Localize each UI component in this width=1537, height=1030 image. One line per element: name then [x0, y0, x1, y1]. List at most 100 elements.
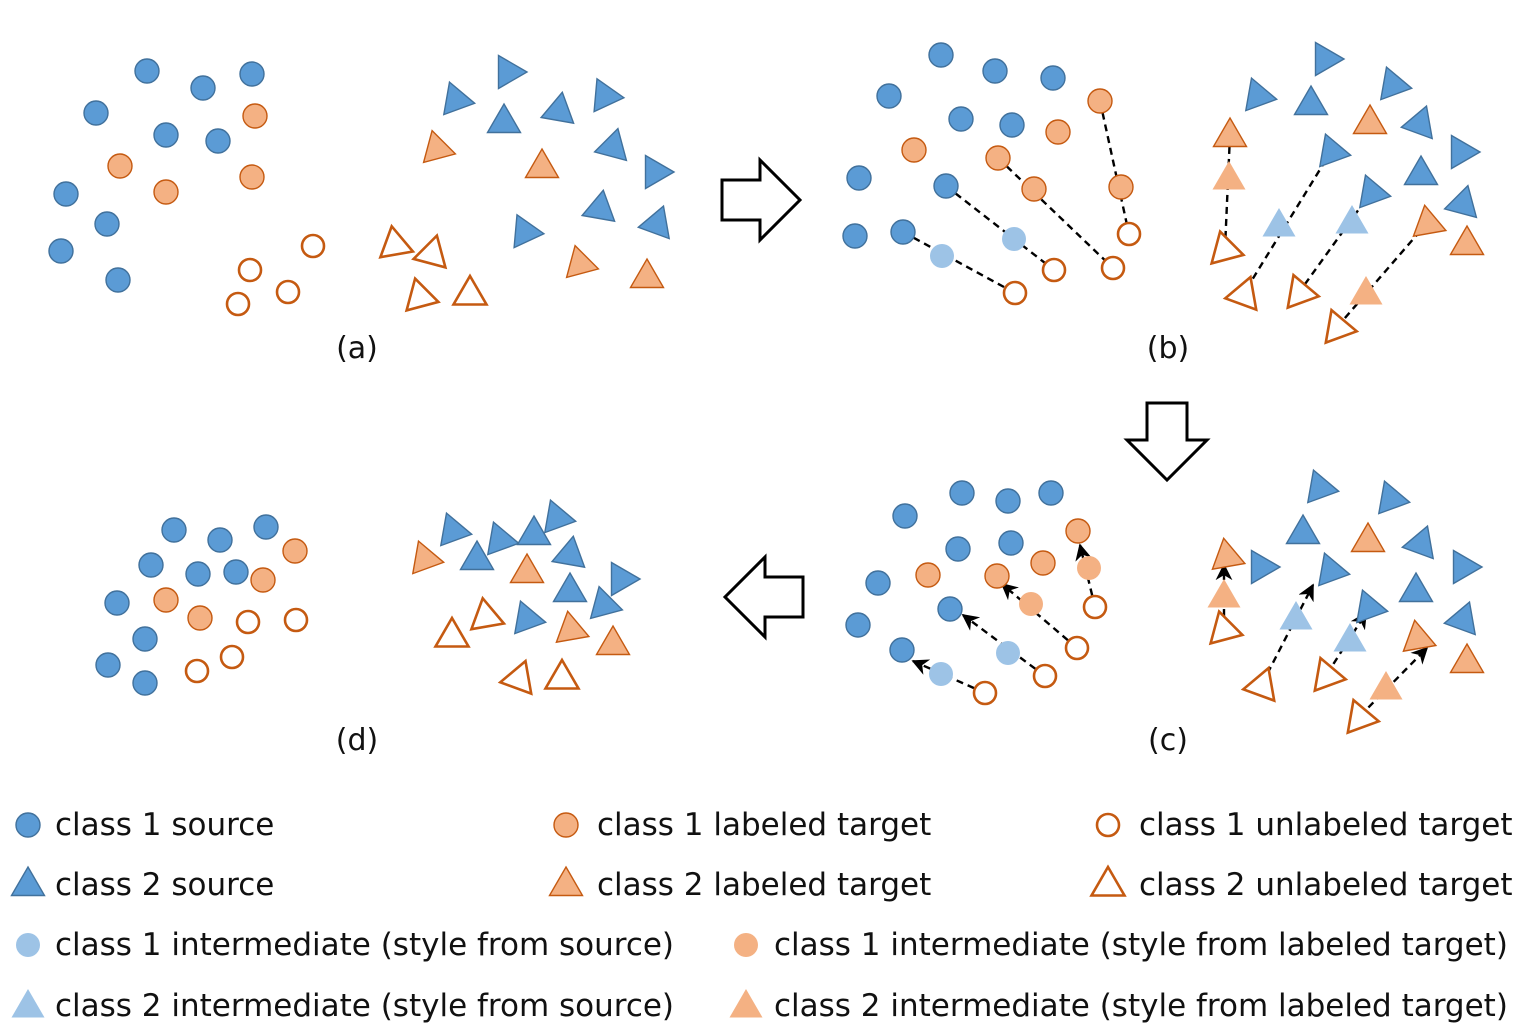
class2-labeled-target-point — [548, 865, 584, 897]
class1-source-point — [83, 100, 109, 126]
class2-source-point — [589, 585, 624, 620]
class2-unlabeled-target-point — [1324, 307, 1360, 345]
class1-intermediate-target-point — [1019, 592, 1043, 616]
class2-labeled-target-point — [1412, 203, 1448, 238]
class2-source-point — [439, 511, 474, 547]
class2-source-point — [1379, 65, 1414, 101]
class2-source-point — [644, 154, 676, 190]
class1-source-point — [95, 652, 121, 678]
class2-source-point — [593, 127, 628, 162]
class1-intermediate-target-point — [734, 933, 758, 957]
class2-labeled-target-point — [595, 624, 631, 656]
class1-source-point — [223, 559, 249, 585]
class1-source-point — [889, 637, 915, 663]
class1-source-point — [48, 238, 74, 264]
class2-source-point — [459, 539, 495, 571]
legend-item-class2-intermediate-target: class 2 intermediate (style from labeled… — [729, 988, 1508, 1024]
legend-label: class 1 intermediate (style from source) — [55, 927, 674, 963]
class1-intermediate-source-point — [16, 933, 40, 957]
class1-unlabeled-target-point — [1095, 812, 1121, 838]
class2-source-point — [552, 571, 588, 603]
class1-source-point — [846, 165, 872, 191]
class2-source-point — [1306, 468, 1341, 504]
class2-labeled-target-point — [1212, 116, 1248, 148]
class2-intermediate-source-point — [1335, 205, 1369, 234]
class2-source-point — [516, 514, 552, 546]
class1-unlabeled-target-point — [1041, 257, 1067, 283]
class2-source-point — [539, 90, 575, 125]
panel-c — [845, 468, 1485, 735]
class1-unlabeled-target-point — [1032, 663, 1058, 689]
class1-source-point — [1040, 65, 1066, 91]
class2-source-point — [1442, 600, 1477, 636]
class2-unlabeled-target-point — [1313, 655, 1349, 693]
class1-labeled-target-point — [239, 164, 265, 190]
class1-unlabeled-target-point — [1116, 221, 1142, 247]
class1-source-point — [94, 211, 120, 237]
class1-source-point — [185, 561, 211, 587]
legend-item-class2-labeled-target: class 2 labeled target — [548, 865, 931, 903]
class2-intermediate-target-point — [729, 989, 763, 1018]
class2-unlabeled-target-point — [451, 273, 489, 306]
triangle-unlabeled-target-icon — [1089, 864, 1127, 897]
circle-intermediate-target-icon — [734, 933, 758, 957]
class1-labeled-target-point — [107, 153, 133, 179]
arrow-c-to-d — [722, 553, 805, 641]
legend-label: class 2 source — [55, 867, 274, 903]
panel-a — [48, 54, 676, 317]
circle-source-icon — [15, 812, 41, 838]
class2-labeled-target-point — [1211, 536, 1247, 571]
legend-label: class 2 unlabeled target — [1139, 867, 1513, 903]
class2-source-point — [1452, 549, 1484, 585]
class2-unlabeled-target-point — [378, 223, 416, 259]
class2-unlabeled-target-point — [1240, 665, 1276, 703]
class2-source-point — [513, 213, 546, 249]
legend-item-class1-intermediate-source: class 1 intermediate (style from source) — [16, 927, 674, 963]
class1-labeled-target-point — [1065, 518, 1091, 544]
legend-label: class 2 intermediate (style from labeled… — [774, 988, 1508, 1024]
class2-intermediate-target-point — [1349, 276, 1383, 305]
class1-labeled-target-point — [1108, 174, 1134, 200]
legend: class 1 source class 1 labeled target cl… — [10, 807, 1513, 1024]
class1-labeled-target-point — [1021, 176, 1047, 202]
class1-intermediate-source-point — [996, 641, 1020, 665]
class1-unlabeled-target-point — [1064, 635, 1090, 661]
class1-source-point — [876, 83, 902, 109]
class1-unlabeled-target-point — [972, 680, 998, 706]
class2-source-point — [10, 865, 46, 897]
class2-source-point — [1358, 173, 1393, 209]
dashed-connector — [1359, 646, 1429, 717]
class2-source-point — [580, 188, 616, 223]
class1-labeled-target-point — [153, 179, 179, 205]
class2-source-point — [486, 102, 522, 134]
class1-source-point — [205, 128, 231, 154]
class2-source-point — [1244, 76, 1279, 112]
triangle-intermediate-source-icon — [11, 989, 45, 1018]
class1-source-point — [937, 596, 963, 622]
class1-labeled-target-point — [915, 562, 941, 588]
class1-unlabeled-target-point — [1002, 280, 1028, 306]
class1-intermediate-target-point — [1077, 556, 1101, 580]
class2-labeled-target-point — [1449, 642, 1485, 674]
legend-label: class 2 intermediate (style from source) — [55, 988, 674, 1024]
legend-item-class1-source: class 1 source — [15, 807, 274, 843]
class1-source-point — [949, 480, 975, 506]
class1-labeled-target-point — [553, 812, 579, 838]
class1-source-point — [53, 181, 79, 207]
class2-labeled-target-point — [1449, 224, 1485, 256]
class1-unlabeled-target-point — [235, 609, 261, 635]
class2-unlabeled-target-point — [404, 276, 441, 313]
class1-unlabeled-target-point — [237, 257, 263, 283]
panel-label-c: (c) — [1148, 723, 1188, 758]
class2-source-point — [1285, 513, 1321, 545]
legend-item-class1-labeled-target: class 1 labeled target — [553, 807, 931, 843]
class1-labeled-target-point — [1087, 88, 1113, 114]
class1-labeled-target-point — [1045, 119, 1071, 145]
class1-labeled-target-point — [901, 137, 927, 163]
class1-source-point — [132, 626, 158, 652]
class2-source-point — [1398, 571, 1434, 603]
class2-source-point — [486, 520, 521, 556]
class2-source-point — [1314, 41, 1346, 77]
class2-source-point — [1443, 184, 1478, 219]
class1-labeled-target-point — [242, 103, 268, 129]
